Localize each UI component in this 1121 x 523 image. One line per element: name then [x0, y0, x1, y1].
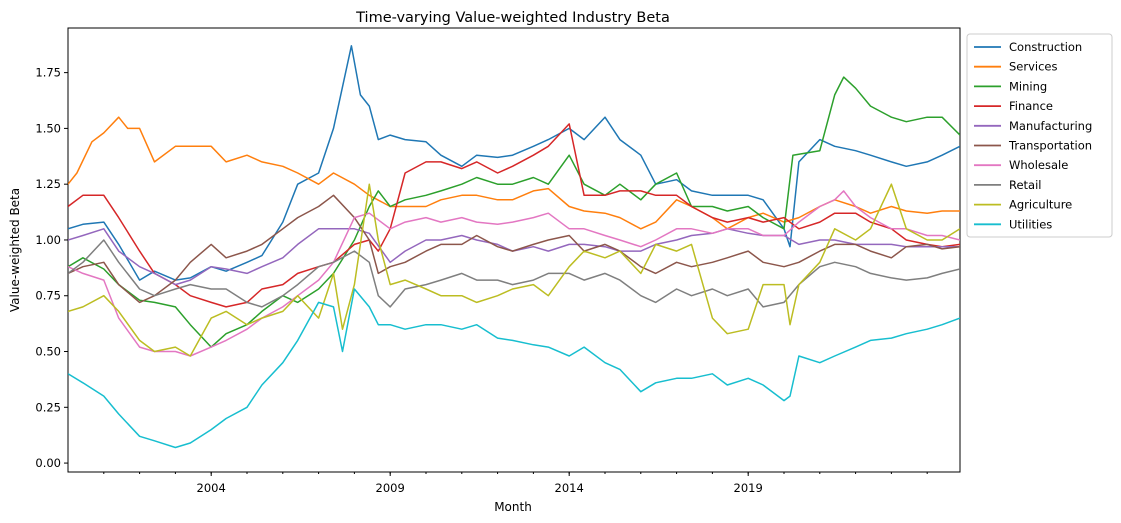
y-axis-label: Value-weighted Beta — [8, 188, 22, 312]
y-tick-label: 1.25 — [35, 177, 61, 191]
legend-label-wholesale: Wholesale — [1009, 158, 1068, 172]
x-tick-label: 2009 — [376, 481, 405, 495]
plot-frame — [67, 27, 961, 473]
legend-label-retail: Retail — [1009, 178, 1042, 192]
legend-label-manufacturing: Manufacturing — [1009, 119, 1092, 133]
legend: Construction Services Mining Finance Manufac… — [966, 33, 1113, 238]
series-line-manufacturing — [68, 228, 960, 286]
series-line-utilities — [68, 288, 960, 449]
legend-label-services: Services — [1009, 60, 1058, 74]
series-lines — [68, 45, 960, 449]
legend-box — [966, 33, 1113, 238]
series-line-construction — [68, 45, 960, 281]
x-axis: 2004 2009 2014 2019 — [103, 472, 928, 495]
series-line-transportation — [68, 194, 960, 304]
x-tick-label: 2004 — [197, 481, 226, 495]
series-line-agriculture — [68, 183, 960, 357]
y-tick-label: 1.50 — [35, 121, 61, 135]
legend-label-agriculture: Agriculture — [1009, 198, 1072, 212]
legend-label-construction: Construction — [1009, 40, 1082, 54]
series-line-retail — [68, 239, 960, 308]
legend-label-utilities: Utilities — [1009, 217, 1052, 231]
y-tick-label: 1.00 — [35, 233, 61, 247]
x-axis-label: Month — [494, 500, 532, 514]
x-tick-label: 2019 — [734, 481, 763, 495]
x-tick-label: 2014 — [555, 481, 584, 495]
series-line-finance — [68, 123, 960, 308]
y-tick-label: 0.25 — [35, 400, 61, 414]
legend-label-finance: Finance — [1009, 99, 1053, 113]
series-line-services — [68, 116, 960, 230]
chart-title: Time-varying Value-weighted Industry Bet… — [355, 10, 670, 26]
legend-label-mining: Mining — [1009, 79, 1047, 93]
series-line-mining — [68, 76, 960, 348]
y-axis: 0.00 0.25 0.50 0.75 1.00 1.25 1.50 1.75 — [35, 66, 68, 470]
y-tick-label: 0.00 — [35, 456, 61, 470]
y-tick-label: 1.75 — [35, 66, 61, 80]
legend-label-transportation: Transportation — [1008, 139, 1092, 153]
y-tick-label: 0.50 — [35, 345, 61, 359]
series-line-wholesale — [68, 190, 960, 357]
y-tick-label: 0.75 — [35, 289, 61, 303]
